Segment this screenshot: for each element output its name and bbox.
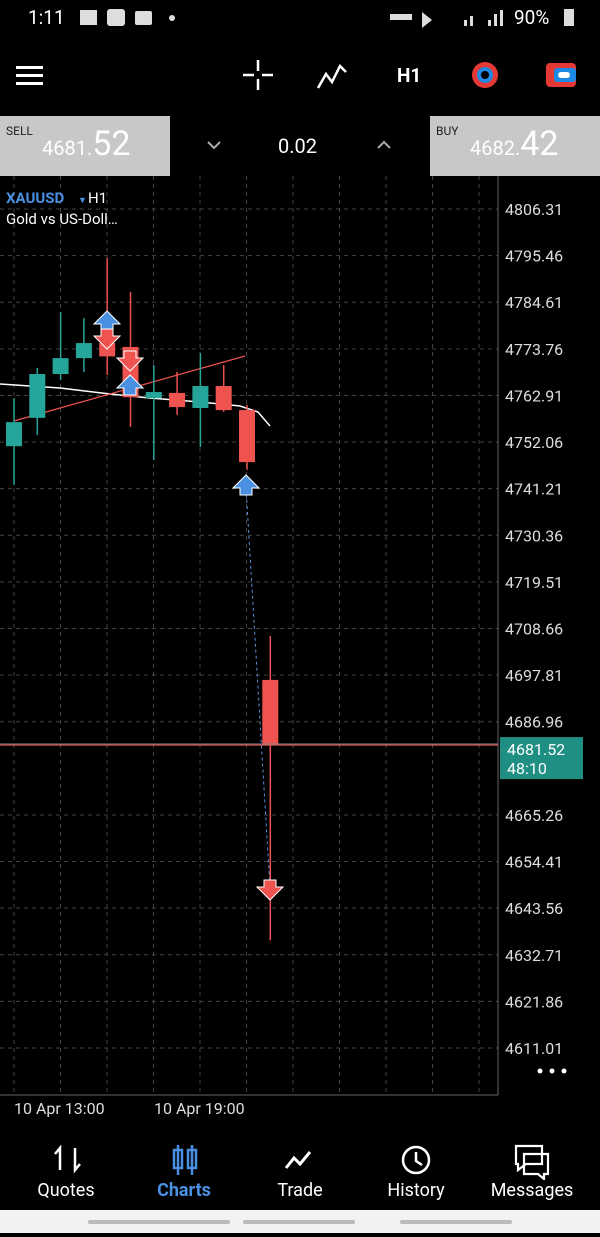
candle-body	[169, 392, 186, 408]
chart: 4806.31 4795.46 4784.61 4773.76 4762.91 4752.…	[0, 176, 583, 1118]
toolbar-icons	[16, 60, 576, 90]
symbol-description: Gold vs US-Doll…	[6, 210, 118, 228]
status-icons	[80, 9, 175, 26]
symbol-dropdown[interactable]: ▼	[78, 196, 87, 206]
gesture-bar	[0, 1210, 600, 1233]
candle-body	[29, 374, 46, 418]
candle-body	[145, 392, 162, 399]
sell-button[interactable]: SELL 4681.52	[0, 116, 170, 176]
symbol: XAUUSD	[6, 189, 64, 207]
trade-line	[245, 487, 271, 889]
y-tick-label: 4611.01	[505, 1039, 563, 1058]
indicators-button[interactable]	[316, 63, 347, 89]
signal-icons	[390, 10, 503, 28]
sell-price-main: 4681.	[42, 136, 93, 160]
lot-arrows	[207, 140, 391, 150]
buy-price-main: 4682.	[470, 136, 521, 160]
nav-messages[interactable]: Messages	[490, 1180, 574, 1201]
y-tick-label: 4632.71	[505, 946, 563, 965]
nav-trade[interactable]: Trade	[277, 1180, 323, 1201]
nav-icons	[54, 1144, 550, 1180]
y-tick-label: 4708.66	[505, 620, 563, 639]
candle-body	[239, 410, 255, 463]
status-bar: 1:11 90%	[0, 0, 600, 36]
lot-size[interactable]: 0.02	[278, 134, 317, 158]
bottom-nav: Quotes Charts Trade History Messages	[0, 1130, 600, 1210]
y-tick-label: 4795.46	[505, 247, 563, 266]
y-tick-label: 4773.76	[505, 340, 563, 359]
more-button[interactable]	[537, 1068, 567, 1074]
y-tick-label: 4719.51	[505, 573, 563, 592]
clock: 1:11	[28, 6, 65, 29]
lot-decrease[interactable]	[207, 141, 221, 150]
trade-button[interactable]	[472, 62, 498, 88]
bar-countdown: 48:10	[507, 759, 547, 778]
y-tick-label: 4806.31	[505, 200, 563, 219]
price-panel: SELL 4681.52 0.02 BUY 4682.42	[0, 116, 600, 176]
y-tick-label: 4752.06	[505, 433, 563, 452]
battery-icon	[564, 9, 574, 26]
sell-price-frac: 52	[92, 124, 131, 164]
y-tick-label: 4621.86	[505, 992, 563, 1011]
buy-price-frac: 42	[520, 124, 559, 164]
nav-quotes[interactable]: Quotes	[37, 1180, 95, 1201]
current-price: 4681.52	[507, 740, 565, 759]
buy-button[interactable]: BUY 4682.42	[430, 116, 600, 176]
y-tick-label: 4686.96	[505, 713, 563, 732]
candle-body	[52, 358, 69, 375]
candle-body	[6, 422, 22, 447]
candle-body	[75, 343, 92, 359]
price-label-box	[500, 737, 583, 780]
candle-body	[215, 386, 232, 411]
chart-timeframe: H1	[88, 189, 107, 207]
y-tick-label: 4741.21	[505, 480, 563, 499]
y-tick-label: 4697.81	[505, 666, 563, 685]
y-tick-label: 4784.61	[505, 293, 563, 312]
sell-label: SELL	[6, 124, 33, 138]
y-tick-label: 4665.26	[505, 806, 563, 825]
timeframe-button[interactable]: H1	[397, 64, 422, 87]
gesture-pills	[88, 1220, 512, 1224]
x-tick-label: 10 Apr 13:00	[14, 1099, 105, 1118]
buy-label: BUY	[436, 124, 459, 138]
crosshair-button[interactable]	[243, 60, 273, 90]
nav-charts[interactable]: Charts	[157, 1180, 211, 1201]
y-tick-label: 4762.91	[505, 386, 563, 405]
battery: 90%	[514, 6, 550, 29]
y-tick-label: 4654.41	[505, 853, 563, 872]
x-tick-label: 10 Apr 19:00	[154, 1099, 245, 1118]
candle-body	[262, 679, 279, 746]
candle-body	[192, 386, 209, 408]
menu-button[interactable]	[16, 66, 43, 85]
lot-increase[interactable]	[377, 140, 391, 149]
one-click-button[interactable]	[546, 63, 576, 87]
nav-history[interactable]: History	[387, 1180, 445, 1201]
candle-body	[99, 343, 116, 357]
trade-markers	[92, 310, 285, 901]
toolbar: H1	[0, 36, 600, 116]
y-tick-label: 4730.36	[505, 526, 563, 545]
y-tick-label: 4643.56	[505, 899, 563, 918]
